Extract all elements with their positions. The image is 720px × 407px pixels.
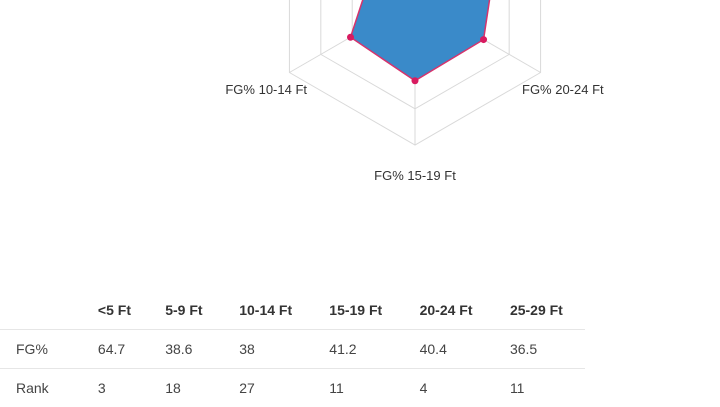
- table-cell: 3: [98, 369, 165, 407]
- header-cell-15-19: 15-19 Ft: [329, 291, 419, 330]
- header-cell-empty: [0, 291, 98, 330]
- radar-chart: FG% 10-14 Ft FG% 15-19 Ft FG% 20-24 Ft: [0, 0, 720, 200]
- row-label: FG%: [0, 330, 98, 369]
- header-cell-lt5: <5 Ft: [98, 291, 165, 330]
- radar-series-area: [351, 0, 497, 81]
- table-row-fg: FG% 64.7 38.6 38 41.2 40.4 36.5: [0, 330, 585, 369]
- table-header-row: <5 Ft 5-9 Ft 10-14 Ft 15-19 Ft 20-24 Ft …: [0, 291, 585, 330]
- header-cell-25-29: 25-29 Ft: [510, 291, 585, 330]
- table-row-rank: Rank 3 18 27 11 4 11: [0, 369, 585, 407]
- header-cell-10-14: 10-14 Ft: [239, 291, 329, 330]
- table-cell: 4: [420, 369, 510, 407]
- table-cell: 27: [239, 369, 329, 407]
- table-cell: 64.7: [98, 330, 165, 369]
- table-cell: 40.4: [420, 330, 510, 369]
- shooting-stats-table: <5 Ft 5-9 Ft 10-14 Ft 15-19 Ft 20-24 Ft …: [0, 291, 585, 407]
- axis-label-fg-15-19: FG% 15-19 Ft: [374, 168, 456, 183]
- table-cell: 38.6: [165, 330, 239, 369]
- row-label: Rank: [0, 369, 98, 407]
- header-cell-5-9: 5-9 Ft: [165, 291, 239, 330]
- table-cell: 11: [329, 369, 419, 407]
- table-cell: 36.5: [510, 330, 585, 369]
- header-cell-20-24: 20-24 Ft: [420, 291, 510, 330]
- radar-point-1: [347, 34, 354, 41]
- axis-label-fg-10-14: FG% 10-14 Ft: [225, 82, 307, 97]
- table-cell: 18: [165, 369, 239, 407]
- radar-point-2: [412, 77, 419, 84]
- table-cell: 11: [510, 369, 585, 407]
- table-cell: 41.2: [329, 330, 419, 369]
- table-cell: 38: [239, 330, 329, 369]
- radar-point-3: [480, 36, 487, 43]
- axis-label-fg-20-24: FG% 20-24 Ft: [522, 82, 604, 97]
